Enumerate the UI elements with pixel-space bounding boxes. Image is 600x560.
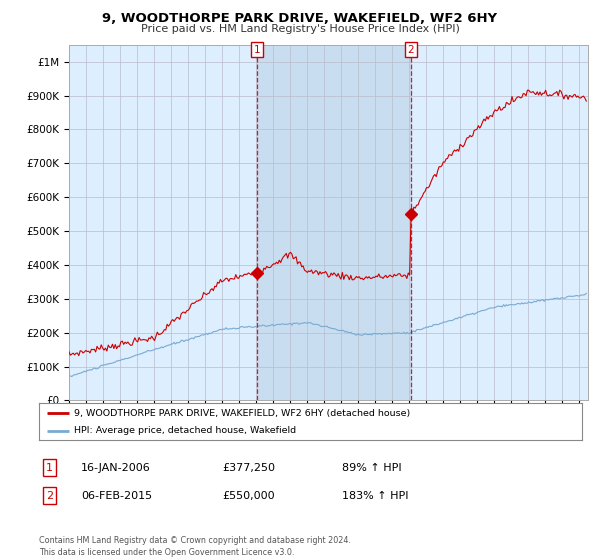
Text: 183% ↑ HPI: 183% ↑ HPI (342, 491, 409, 501)
Text: 9, WOODTHORPE PARK DRIVE, WAKEFIELD, WF2 6HY: 9, WOODTHORPE PARK DRIVE, WAKEFIELD, WF2… (103, 12, 497, 25)
Text: £377,250: £377,250 (222, 463, 275, 473)
Text: 2: 2 (46, 491, 53, 501)
Bar (257, 45, 411, 400)
Text: HPI: Average price, detached house, Wakefield: HPI: Average price, detached house, Wake… (74, 426, 296, 435)
Text: Contains HM Land Registry data © Crown copyright and database right 2024.
This d: Contains HM Land Registry data © Crown c… (39, 536, 351, 557)
Text: 89% ↑ HPI: 89% ↑ HPI (342, 463, 401, 473)
Text: 9, WOODTHORPE PARK DRIVE, WAKEFIELD, WF2 6HY (detached house): 9, WOODTHORPE PARK DRIVE, WAKEFIELD, WF2… (74, 409, 410, 418)
Text: 1: 1 (46, 463, 53, 473)
Text: 1: 1 (254, 45, 260, 55)
Text: £550,000: £550,000 (222, 491, 275, 501)
Text: 06-FEB-2015: 06-FEB-2015 (81, 491, 152, 501)
Text: 2: 2 (407, 45, 414, 55)
Text: 16-JAN-2006: 16-JAN-2006 (81, 463, 151, 473)
Text: Price paid vs. HM Land Registry's House Price Index (HPI): Price paid vs. HM Land Registry's House … (140, 24, 460, 34)
